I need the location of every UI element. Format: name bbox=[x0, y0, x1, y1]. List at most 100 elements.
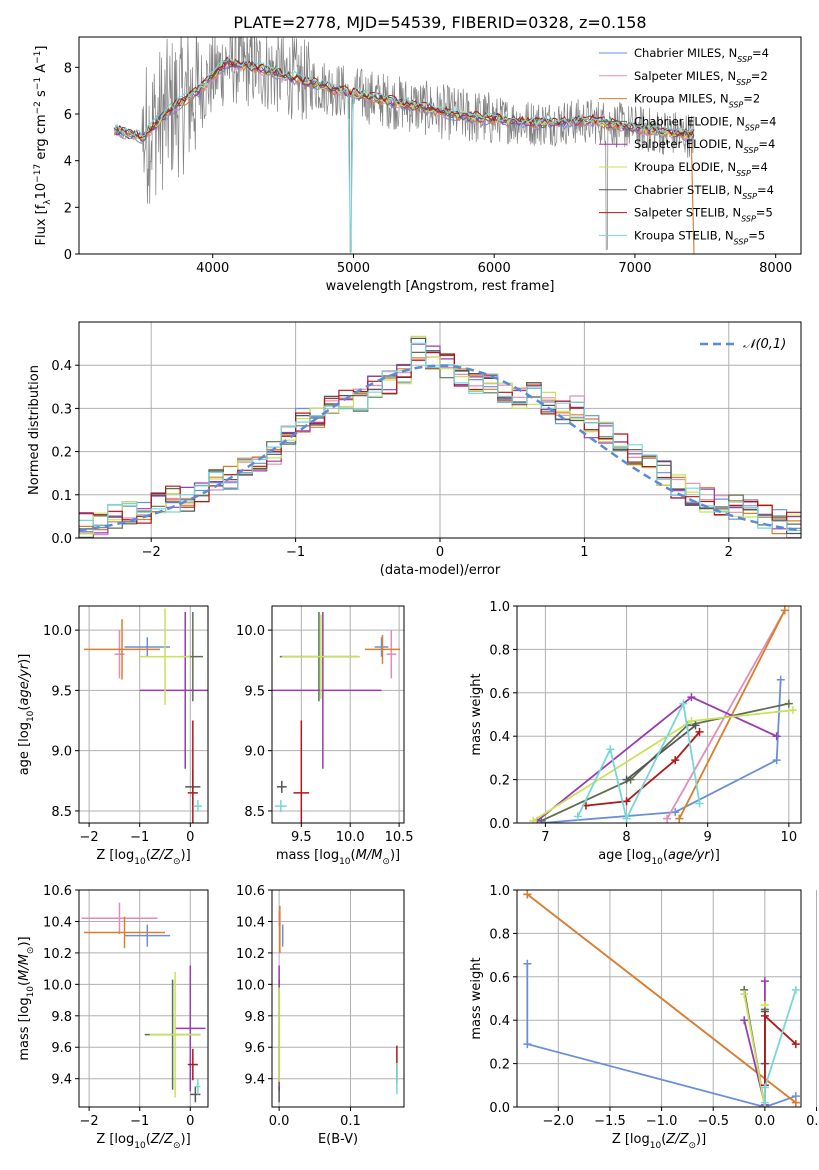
panel-z-mass: −2 −1 0 9.4 9.6 9.8 10.0 10.2 10.4 10.6 Z [log10(Z… bbox=[17, 884, 209, 1151]
y-tick-label: 9.4 bbox=[51, 1073, 72, 1088]
weight-marker bbox=[695, 727, 704, 736]
panel-z-age: −2 −1 0 8.5 9.0 9.5 10.0 Z [log10(Z/Z⊙)] age [lo… bbox=[17, 605, 209, 867]
x-tick-label: 4000 bbox=[196, 261, 229, 276]
plot-area bbox=[84, 608, 208, 823]
weight-marker bbox=[772, 732, 781, 741]
x-axis-label: E(B-V) bbox=[318, 1132, 358, 1147]
y-tick-label: 1.0 bbox=[489, 600, 510, 615]
model-spectrum-line bbox=[113, 56, 695, 254]
x-tick-label: 0 bbox=[436, 545, 444, 560]
y-tick-label: 9.6 bbox=[51, 1041, 72, 1056]
histogram-series bbox=[79, 342, 801, 532]
y-tick-label: 8.5 bbox=[51, 805, 72, 820]
x-tick-label: 10 bbox=[781, 830, 798, 845]
legend-entry: Chabrier STELIB, NSSP=4 bbox=[634, 183, 774, 201]
weight-marker bbox=[776, 675, 785, 684]
y-tick-label: 8 bbox=[64, 61, 72, 76]
x-axis-label: Z [log10(Z/Z⊙)] bbox=[96, 1132, 190, 1151]
x-axis-label: (data-model)/error bbox=[380, 563, 501, 578]
y-tick-label: 10.0 bbox=[236, 978, 265, 993]
y-tick-label: 9.0 bbox=[244, 745, 265, 760]
x-tick-label: −2 bbox=[142, 545, 161, 560]
y-tick-label: 10.0 bbox=[236, 624, 265, 639]
legend-entry: Chabrier ELODIE, NSSP=4 bbox=[634, 114, 776, 131]
x-tick-label: 10.5 bbox=[385, 830, 414, 845]
y-tick-label: 8.5 bbox=[244, 805, 265, 820]
y-axis-label: mass weight bbox=[469, 673, 484, 755]
legend-entry: Chabrier MILES, NSSP=4 bbox=[634, 46, 769, 64]
legend-entry: Salpeter MILES, NSSP=2 bbox=[634, 69, 768, 87]
y-tick-label: 1.0 bbox=[489, 884, 510, 899]
weight-marker bbox=[679, 699, 688, 708]
y-tick-label: 0.2 bbox=[489, 1058, 510, 1073]
plot-area bbox=[278, 905, 398, 1103]
weight-marker bbox=[784, 699, 793, 708]
spectrum-legend: Chabrier MILES, NSSP=4 Salpeter MILES, NS… bbox=[599, 46, 776, 246]
weight-series-line bbox=[526, 893, 797, 1104]
y-tick-label: 0.8 bbox=[489, 927, 510, 942]
y-tick-label: 9.0 bbox=[51, 745, 72, 760]
plot-area bbox=[272, 612, 401, 823]
weight-marker bbox=[671, 808, 680, 817]
panel-mass-age: 9.5 10.0 10.5 8.5 9.0 9.5 10.0 mass [log10(M/M⊙… bbox=[236, 605, 414, 867]
axes-frame bbox=[78, 889, 209, 1108]
plot-area bbox=[79, 335, 801, 538]
y-tick-label: 0 bbox=[64, 248, 72, 263]
x-axis-label: Z [log10(Z/Z⊙)] bbox=[96, 848, 190, 867]
legend-entry: Kroupa STELIB, NSSP=5 bbox=[634, 228, 765, 246]
x-tick-label: 1 bbox=[580, 545, 588, 560]
y-tick-label: 9.5 bbox=[244, 684, 265, 699]
plot-area bbox=[113, 37, 695, 254]
weight-marker bbox=[622, 775, 631, 784]
panel-ebv-mass: 0.0 0.1 9.4 9.6 9.8 10.0 10.2 10.4 10.6 E(B-V) bbox=[236, 884, 405, 1147]
y-tick-label: 9.6 bbox=[244, 1041, 265, 1056]
x-tick-label: −1 bbox=[130, 1114, 149, 1129]
y-axis-label: Flux [fλ10−17 erg cm−2 s−1 A−1] bbox=[33, 46, 53, 246]
x-tick-label: −1.5 bbox=[594, 1114, 626, 1129]
weight-marker bbox=[760, 1098, 769, 1107]
x-tick-label: −0.5 bbox=[697, 1114, 729, 1129]
figure-title: PLATE=2778, MJD=54539, FIBERID=0328, z=0… bbox=[233, 13, 646, 32]
y-tick-label: 0.4 bbox=[489, 730, 510, 745]
x-tick-label: 8000 bbox=[759, 261, 792, 276]
normal-reference-curve bbox=[79, 364, 801, 532]
weight-marker bbox=[772, 756, 781, 765]
y-tick-label: 0.3 bbox=[51, 402, 72, 417]
weight-marker bbox=[523, 1040, 532, 1049]
y-tick-label: 0.1 bbox=[51, 489, 72, 504]
weight-series-line bbox=[526, 963, 797, 1107]
y-tick-label: 6 bbox=[64, 108, 72, 123]
weight-marker bbox=[791, 985, 800, 994]
y-tick-label: 10.6 bbox=[236, 884, 265, 899]
legend-entry: Kroupa MILES, NSSP=2 bbox=[634, 92, 760, 110]
y-tick-label: 10.2 bbox=[43, 947, 72, 962]
weight-series-line bbox=[541, 679, 782, 823]
y-tick-label: 10.0 bbox=[43, 978, 72, 993]
y-tick-label: 0.6 bbox=[489, 971, 510, 986]
y-tick-label: 10.0 bbox=[43, 624, 72, 639]
weight-marker bbox=[663, 814, 672, 823]
y-tick-label: 0.6 bbox=[489, 687, 510, 702]
y-tick-label: 0.8 bbox=[489, 643, 510, 658]
weight-marker bbox=[760, 1083, 769, 1092]
x-tick-label: 2 bbox=[725, 545, 733, 560]
panel-age-weight: 7 8 9 10 0.0 0.2 0.4 0.6 0.8 1.0 age [log10(age/yr… bbox=[469, 600, 802, 867]
y-tick-label: 0.2 bbox=[489, 774, 510, 789]
weight-marker bbox=[573, 812, 582, 821]
weight-series-line bbox=[585, 731, 701, 807]
weight-marker bbox=[740, 1016, 749, 1025]
y-tick-label: 9.8 bbox=[51, 1010, 72, 1025]
x-tick-label: 0 bbox=[186, 830, 194, 845]
x-axis-label: wavelength [Angstrom, rest frame] bbox=[326, 279, 555, 294]
x-tick-label: −1 bbox=[130, 830, 149, 845]
x-tick-label: 0.0 bbox=[269, 1114, 290, 1129]
y-axis-label: mass weight bbox=[469, 957, 484, 1039]
weight-marker bbox=[695, 799, 704, 808]
x-tick-label: 0.1 bbox=[340, 1114, 361, 1129]
y-tick-label: 2 bbox=[64, 201, 72, 216]
y-axis-label: Normed distribution bbox=[27, 365, 42, 495]
weight-marker bbox=[791, 1040, 800, 1049]
axes-frame bbox=[78, 605, 209, 824]
